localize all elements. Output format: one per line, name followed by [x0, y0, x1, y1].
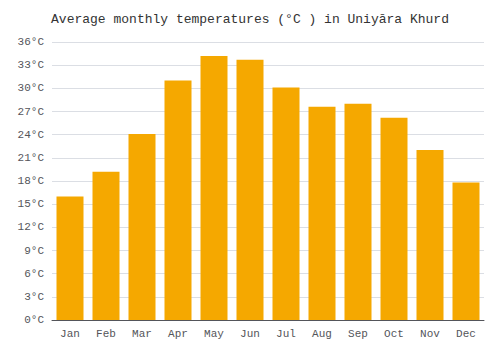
svg-text:Jan: Jan	[60, 328, 80, 340]
svg-text:12°C: 12°C	[18, 221, 45, 233]
svg-text:Dec: Dec	[456, 328, 476, 340]
svg-text:3°C: 3°C	[24, 291, 44, 303]
svg-text:27°C: 27°C	[18, 106, 45, 118]
svg-text:18°C: 18°C	[18, 175, 45, 187]
svg-text:33°C: 33°C	[18, 59, 45, 71]
svg-text:Sep: Sep	[348, 328, 368, 340]
svg-text:Jun: Jun	[240, 328, 260, 340]
svg-text:6°C: 6°C	[24, 268, 44, 280]
svg-text:21°C: 21°C	[18, 152, 45, 164]
svg-text:Nov: Nov	[420, 328, 440, 340]
svg-text:May: May	[204, 328, 224, 340]
svg-text:30°C: 30°C	[18, 82, 45, 94]
svg-text:24°C: 24°C	[18, 129, 45, 141]
svg-text:15°C: 15°C	[18, 198, 45, 210]
svg-text:Aug: Aug	[312, 328, 332, 340]
svg-text:Feb: Feb	[96, 328, 116, 340]
svg-text:Apr: Apr	[168, 328, 188, 340]
svg-text:Jul: Jul	[276, 328, 296, 340]
svg-text:0°C: 0°C	[24, 314, 44, 326]
svg-text:Mar: Mar	[132, 328, 152, 340]
svg-text:9°C: 9°C	[24, 245, 44, 257]
svg-text:Oct: Oct	[384, 328, 404, 340]
svg-text:Average monthly temperatures (: Average monthly temperatures (°C ) in Un…	[51, 12, 449, 27]
svg-text:36°C: 36°C	[18, 36, 45, 48]
